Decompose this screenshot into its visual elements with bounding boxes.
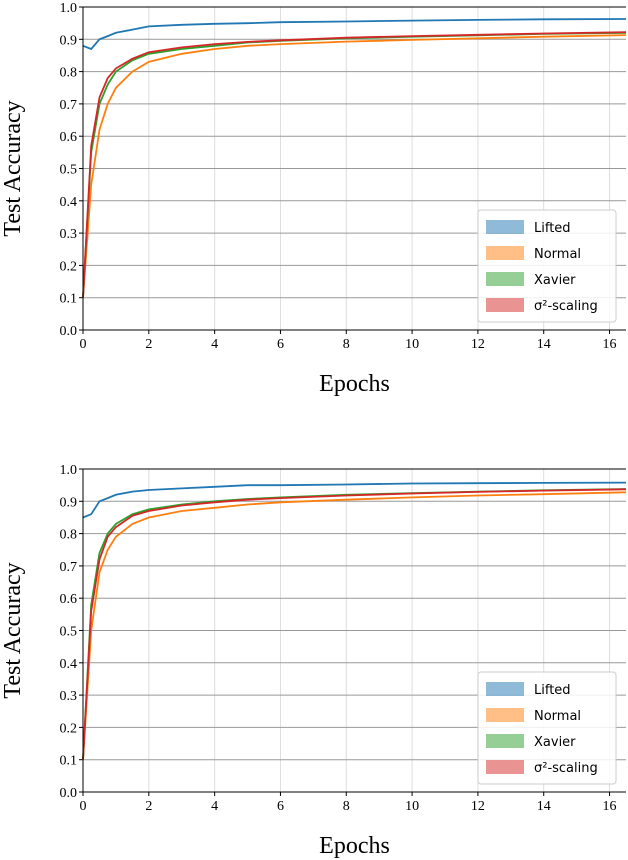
x-tick-label: 16 xyxy=(603,337,617,352)
legend-swatch xyxy=(486,760,524,774)
legend-swatch xyxy=(486,246,524,260)
x-tick-label: 4 xyxy=(211,799,218,814)
y-tick-label: 0.6 xyxy=(60,130,78,145)
y-tick-label: 0.1 xyxy=(60,754,78,769)
y-tick-label: 0.8 xyxy=(60,66,78,81)
series-line xyxy=(82,481,627,519)
y-tick-label: 1.0 xyxy=(60,1,78,16)
y-tick-label: 0.7 xyxy=(60,560,78,575)
legend-label: Xavier xyxy=(534,735,576,750)
legend-swatch xyxy=(486,298,524,312)
y-tick-label: 0.3 xyxy=(60,227,78,242)
y-tick-label: 0.0 xyxy=(60,324,78,339)
series-line xyxy=(82,31,627,298)
legend-label: Normal xyxy=(534,247,581,262)
y-tick-label: 1.0 xyxy=(60,463,78,478)
x-tick-label: 2 xyxy=(145,799,152,814)
series-line xyxy=(82,18,627,51)
y-tick-label: 0.9 xyxy=(60,33,78,48)
legend-box xyxy=(477,671,617,785)
y-tick-label: 0.5 xyxy=(60,625,78,640)
y-axis-label: Test Accuracy xyxy=(0,100,26,236)
y-tick-label: 0.0 xyxy=(60,786,78,801)
y-tick-label: 0.1 xyxy=(60,292,78,307)
x-tick-label: 12 xyxy=(471,337,485,352)
legend-label: σ²-scaling xyxy=(534,761,598,776)
y-tick-label: 0.2 xyxy=(60,721,78,736)
x-tick-label: 14 xyxy=(537,337,551,352)
series-line xyxy=(82,491,627,760)
legend-swatch xyxy=(486,682,524,696)
x-tick-label: 16 xyxy=(603,799,617,814)
x-tick-label: 10 xyxy=(405,799,419,814)
y-tick-label: 0.9 xyxy=(60,495,78,510)
x-tick-label: 0 xyxy=(80,799,87,814)
y-tick-label: 0.6 xyxy=(60,592,78,607)
y-tick-label: 0.4 xyxy=(60,195,78,210)
legend-label: Lifted xyxy=(534,683,571,698)
x-axis-label: Epochs xyxy=(319,833,390,859)
y-tick-label: 0.3 xyxy=(60,689,78,704)
x-tick-label: 4 xyxy=(211,337,218,352)
series-line xyxy=(82,488,627,760)
x-tick-label: 6 xyxy=(277,337,284,352)
y-tick-label: 0.4 xyxy=(60,657,78,672)
legend-swatch xyxy=(486,272,524,286)
y-tick-label: 0.5 xyxy=(60,163,78,178)
legend-label: Lifted xyxy=(534,221,571,236)
x-axis-label: Epochs xyxy=(319,371,390,397)
x-tick-label: 14 xyxy=(537,799,551,814)
legend-label: σ²-scaling xyxy=(534,299,598,314)
legend-swatch xyxy=(486,220,524,234)
x-tick-label: 12 xyxy=(471,799,485,814)
x-tick-label: 6 xyxy=(277,799,284,814)
x-tick-label: 8 xyxy=(343,799,350,814)
x-tick-label: 10 xyxy=(405,337,419,352)
y-axis-label: Test Accuracy xyxy=(0,562,26,698)
x-tick-label: 2 xyxy=(145,337,152,352)
y-tick-label: 0.7 xyxy=(60,98,78,113)
legend-label: Xavier xyxy=(534,273,576,288)
series-line xyxy=(82,34,627,298)
x-tick-label: 0 xyxy=(80,337,87,352)
x-tick-label: 8 xyxy=(343,337,350,352)
legend-swatch xyxy=(486,734,524,748)
y-tick-label: 0.2 xyxy=(60,259,78,274)
legend-swatch xyxy=(486,708,524,722)
y-tick-label: 0.8 xyxy=(60,528,78,543)
legend-label: Normal xyxy=(534,709,581,724)
legend-box xyxy=(477,209,617,323)
